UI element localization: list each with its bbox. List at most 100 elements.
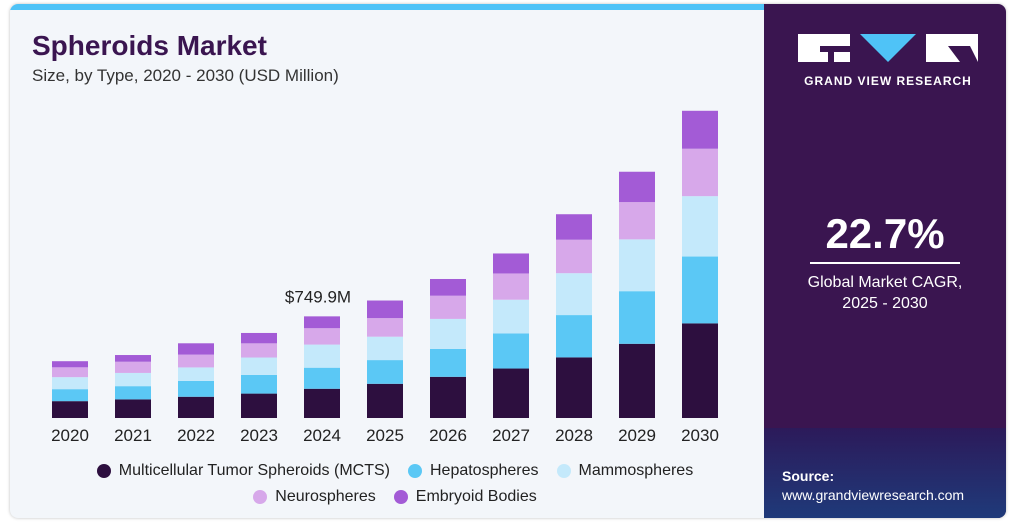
bar-segment-2022-s0 xyxy=(178,396,214,418)
data-label-2024: $749.9M xyxy=(285,287,351,306)
bar-segment-2024-s1 xyxy=(304,367,340,389)
bar-segment-2020-s0 xyxy=(52,401,88,418)
chart-card: Spheroids Market Size, by Type, 2020 - 2… xyxy=(10,4,1006,518)
legend-label: Multicellular Tumor Spheroids (MCTS) xyxy=(118,462,390,479)
bar-segment-2028-s1 xyxy=(556,315,592,358)
legend-item: Neurospheres xyxy=(253,488,376,506)
stacked-bar-chart: 2020 2021 2022 2023 2024 2025 2026 2027 2028 2029… xyxy=(51,110,719,445)
bar-segment-2028-s0 xyxy=(556,357,592,418)
bar-segment-2020-s2 xyxy=(52,377,88,390)
bar-segment-2026-s0 xyxy=(430,376,466,418)
chart-title: Spheroids Market xyxy=(32,30,267,61)
x-tick-label-2025: 2025 xyxy=(366,426,404,445)
bar-segment-2027-s3 xyxy=(493,273,529,300)
legend-label: Embryoid Bodies xyxy=(415,488,537,505)
bar-segment-2028-s2 xyxy=(556,273,592,316)
bar-segment-2025-s1 xyxy=(367,360,403,384)
legend-row-2: Neurospheres Embryoid Bodies xyxy=(30,484,760,510)
legend-item: Mammospheres xyxy=(556,462,694,480)
bar-segment-2020-s1 xyxy=(52,389,88,402)
bar-segment-2026-s4 xyxy=(430,278,466,296)
x-tick-label-2027: 2027 xyxy=(492,426,530,445)
cagr-label: Global Market CAGR, 2025 - 2030 xyxy=(764,272,1006,314)
legend-item: Embryoid Bodies xyxy=(393,488,537,506)
x-tick-label-2029: 2029 xyxy=(618,426,656,445)
legend-swatch xyxy=(556,464,571,478)
legend-item: Multicellular Tumor Spheroids (MCTS) xyxy=(96,462,390,480)
bar-segment-2022-s4 xyxy=(178,343,214,355)
bar-segment-2026-s1 xyxy=(430,348,466,377)
bar-segment-2022-s1 xyxy=(178,380,214,397)
bar-segment-2027-s4 xyxy=(493,253,529,274)
bar-segment-2020-s3 xyxy=(52,367,88,378)
bar-segment-2030-s1 xyxy=(682,256,718,324)
x-tick-label-2023: 2023 xyxy=(240,426,278,445)
bar-segment-2023-s0 xyxy=(241,393,277,418)
bar-segment-2026-s3 xyxy=(430,295,466,319)
bar-segment-2024-s2 xyxy=(304,344,340,368)
bar-segment-2028-s3 xyxy=(556,239,592,274)
bar-segment-2023-s4 xyxy=(241,332,277,344)
bar-segment-2022-s3 xyxy=(178,354,214,368)
legend-label: Hepatospheres xyxy=(429,462,539,479)
bar-segment-2023-s1 xyxy=(241,374,277,394)
x-tick-label-2030: 2030 xyxy=(681,426,719,445)
cagr-label-line2: 2025 - 2030 xyxy=(842,295,928,312)
bar-segment-2027-s2 xyxy=(493,299,529,334)
legend-swatch xyxy=(407,464,422,478)
bar-segment-2024-s3 xyxy=(304,328,340,345)
cagr-divider xyxy=(810,262,960,264)
bar-segment-2027-s0 xyxy=(493,368,529,418)
bar-segment-2027-s1 xyxy=(493,333,529,369)
legend-item: Hepatospheres xyxy=(407,462,539,480)
source-label: Source: xyxy=(782,468,835,484)
sidebar-panel: GRAND VIEW RESEARCH 22.7% Global Market … xyxy=(764,4,1006,518)
bar-segment-2029-s2 xyxy=(619,239,655,292)
x-tick-label-2020: 2020 xyxy=(51,426,89,445)
chart-subtitle: Size, by Type, 2020 - 2030 (USD Million) xyxy=(32,66,339,85)
bar-segment-2026-s2 xyxy=(430,318,466,349)
bar-segment-2024-s4 xyxy=(304,316,340,329)
bar-segment-2025-s3 xyxy=(367,318,403,337)
bar-segment-2020-s4 xyxy=(52,361,88,368)
legend-swatch xyxy=(393,490,408,504)
x-tick-label-2022: 2022 xyxy=(177,426,215,445)
bar-segment-2021-s3 xyxy=(115,361,151,373)
bar-segment-2023-s3 xyxy=(241,343,277,358)
bar-segment-2023-s2 xyxy=(241,357,277,375)
bar-segment-2021-s2 xyxy=(115,372,151,387)
x-tick-label-2021: 2021 xyxy=(114,426,152,445)
cagr-value: 22.7% xyxy=(825,210,945,257)
bar-segment-2021-s1 xyxy=(115,386,151,400)
bar-segment-2025-s0 xyxy=(367,383,403,418)
bar-segment-2028-s4 xyxy=(556,214,592,240)
bar-segment-2029-s0 xyxy=(619,343,655,418)
bar-segment-2022-s2 xyxy=(178,367,214,381)
top-accent-bar xyxy=(10,4,764,10)
chart-legend: Multicellular Tumor Spheroids (MCTS) Hepa… xyxy=(30,458,760,510)
cagr-label-line1: Global Market CAGR, xyxy=(807,274,963,291)
bar-segment-2021-s0 xyxy=(115,399,151,418)
x-tick-label-2028: 2028 xyxy=(555,426,593,445)
bar-segment-2021-s4 xyxy=(115,355,151,362)
x-tick-label-2026: 2026 xyxy=(429,426,467,445)
bar-segment-2024-s0 xyxy=(304,388,340,418)
x-tick-label-2024: 2024 xyxy=(303,426,341,445)
bar-segment-2025-s4 xyxy=(367,300,403,319)
bar-segment-2029-s4 xyxy=(619,171,655,203)
bar-segment-2030-s4 xyxy=(682,110,718,149)
source-url[interactable]: www.grandviewresearch.com xyxy=(782,487,965,503)
legend-label: Mammospheres xyxy=(578,462,694,479)
brand-name: GRAND VIEW RESEARCH xyxy=(804,74,972,88)
legend-row-1: Multicellular Tumor Spheroids (MCTS) Hepa… xyxy=(30,458,760,484)
bar-segment-2029-s1 xyxy=(619,291,655,344)
bar-segment-2030-s0 xyxy=(682,323,718,418)
legend-swatch xyxy=(96,464,111,478)
grand-view-research-logo xyxy=(798,34,978,62)
bar-segment-2030-s2 xyxy=(682,196,718,257)
source-area: Source: www.grandviewresearch.com xyxy=(764,428,1006,518)
bar-segment-2030-s3 xyxy=(682,148,718,197)
legend-label: Neurospheres xyxy=(275,488,376,505)
bar-segment-2029-s3 xyxy=(619,202,655,240)
legend-swatch xyxy=(253,490,268,504)
